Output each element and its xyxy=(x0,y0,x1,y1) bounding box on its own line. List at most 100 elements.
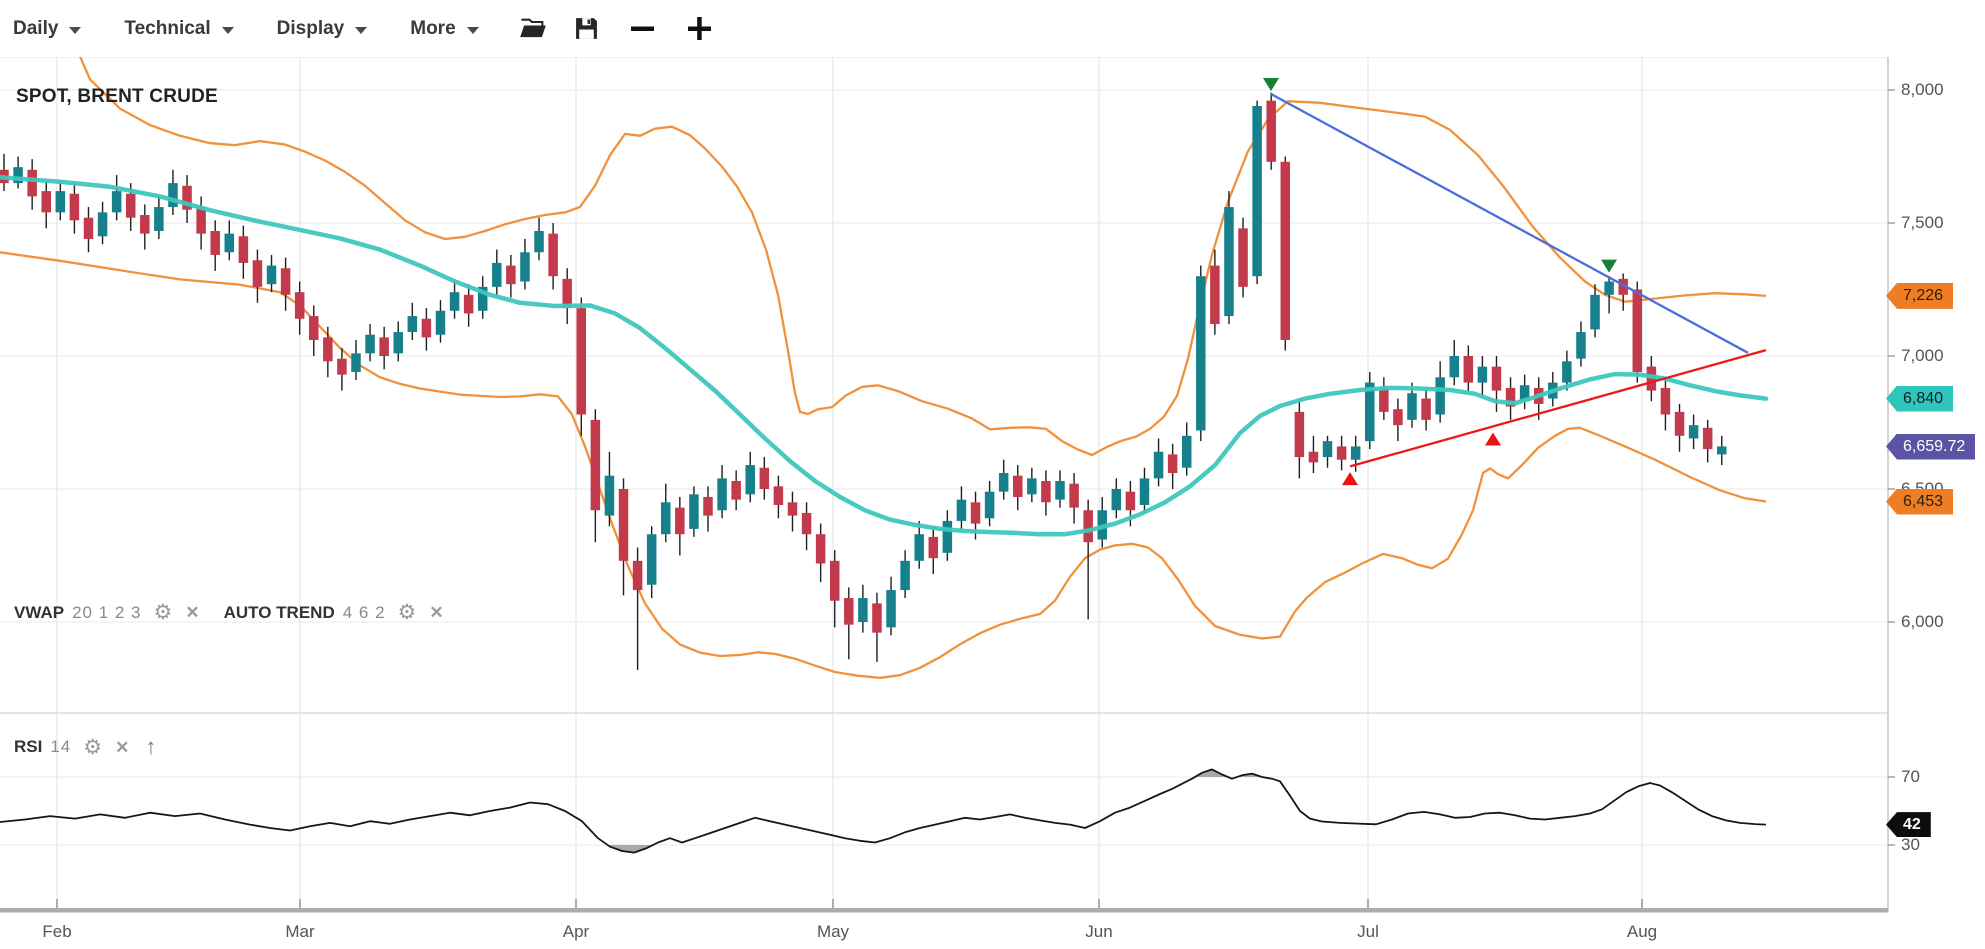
candle[interactable] xyxy=(492,249,502,295)
candle[interactable] xyxy=(365,324,375,362)
timeframe-dropdown[interactable]: Daily xyxy=(13,18,82,40)
zoom-out-icon[interactable] xyxy=(629,15,656,42)
auto-trend-settings-gear-icon[interactable]: ⚙ xyxy=(397,601,417,624)
candle[interactable] xyxy=(69,183,80,234)
candle[interactable] xyxy=(421,308,432,351)
candle[interactable] xyxy=(1604,276,1614,314)
candle[interactable] xyxy=(844,587,854,660)
candle[interactable] xyxy=(140,204,150,250)
candle[interactable] xyxy=(55,180,66,221)
candle[interactable] xyxy=(984,481,995,527)
candle[interactable] xyxy=(1365,371,1375,450)
candle[interactable] xyxy=(1590,284,1600,338)
candle[interactable] xyxy=(1477,356,1488,396)
candle[interactable] xyxy=(1055,470,1065,508)
candle[interactable] xyxy=(1153,438,1164,487)
candle[interactable] xyxy=(1013,465,1023,511)
candle[interactable] xyxy=(266,254,277,293)
candle[interactable] xyxy=(252,249,263,303)
candle[interactable] xyxy=(956,486,967,529)
save-icon[interactable] xyxy=(574,16,599,41)
candle[interactable] xyxy=(393,321,403,362)
candle[interactable] xyxy=(1576,321,1586,367)
candle[interactable] xyxy=(351,340,361,380)
candle[interactable] xyxy=(829,550,840,628)
candle[interactable] xyxy=(801,502,812,551)
candle[interactable] xyxy=(506,254,516,298)
candle[interactable] xyxy=(618,478,629,596)
candle[interactable] xyxy=(1632,281,1643,383)
candle[interactable] xyxy=(1210,249,1220,335)
candle[interactable] xyxy=(604,451,615,527)
candle[interactable] xyxy=(0,153,9,192)
candle[interactable] xyxy=(1660,377,1671,431)
rsi-settings-gear-icon[interactable]: ⚙ xyxy=(83,735,103,759)
candle[interactable] xyxy=(477,276,488,319)
candle[interactable] xyxy=(1181,422,1192,476)
candle[interactable] xyxy=(1308,435,1319,474)
candle[interactable] xyxy=(1379,377,1389,420)
candle[interactable] xyxy=(1196,265,1206,442)
candle[interactable] xyxy=(97,201,108,245)
candle[interactable] xyxy=(1224,191,1234,325)
candle[interactable] xyxy=(1252,100,1262,285)
candle[interactable] xyxy=(1069,473,1079,524)
candle[interactable] xyxy=(1266,92,1276,170)
candle[interactable] xyxy=(1618,273,1628,311)
candle[interactable] xyxy=(435,300,446,343)
candle[interactable] xyxy=(548,223,558,290)
candle[interactable] xyxy=(463,284,474,327)
candle[interactable] xyxy=(1674,403,1685,452)
candle[interactable] xyxy=(928,526,939,575)
candle[interactable] xyxy=(1083,499,1093,620)
candle[interactable] xyxy=(1435,361,1445,423)
candle[interactable] xyxy=(1238,217,1248,298)
more-dropdown[interactable]: More xyxy=(410,18,479,40)
candle[interactable] xyxy=(1027,467,1037,503)
candle[interactable] xyxy=(337,348,347,391)
candle[interactable] xyxy=(168,169,178,216)
candle[interactable] xyxy=(689,486,699,537)
auto-trend-remove-icon[interactable]: ✕ xyxy=(429,603,444,622)
candle[interactable] xyxy=(576,297,587,436)
candle[interactable] xyxy=(154,196,164,239)
candle[interactable] xyxy=(590,409,601,543)
candle[interactable] xyxy=(562,268,572,325)
candle[interactable] xyxy=(675,496,685,556)
candle[interactable] xyxy=(872,592,882,662)
candle[interactable] xyxy=(520,238,530,290)
candle[interactable] xyxy=(815,523,826,583)
candle[interactable] xyxy=(1111,478,1122,519)
candle[interactable] xyxy=(1717,435,1727,466)
candle[interactable] xyxy=(1393,398,1403,442)
candle[interactable] xyxy=(1702,419,1713,463)
candle[interactable] xyxy=(41,180,51,229)
zoom-in-icon[interactable] xyxy=(686,15,713,42)
candle[interactable] xyxy=(210,220,220,271)
rsi-remove-icon[interactable]: ✕ xyxy=(115,737,130,757)
candle[interactable] xyxy=(83,207,94,253)
candle[interactable] xyxy=(1688,414,1699,450)
candle[interactable] xyxy=(914,520,924,569)
candle[interactable] xyxy=(661,483,671,543)
candle[interactable] xyxy=(1322,435,1333,468)
candle[interactable] xyxy=(703,486,713,532)
candle[interactable] xyxy=(182,175,192,223)
candle[interactable] xyxy=(773,475,784,519)
candle[interactable] xyxy=(900,550,910,599)
display-dropdown[interactable]: Display xyxy=(277,18,368,40)
candle[interactable] xyxy=(1449,340,1459,386)
candle[interactable] xyxy=(1280,156,1291,351)
candle[interactable] xyxy=(534,217,544,261)
candle[interactable] xyxy=(632,547,643,670)
candle[interactable] xyxy=(942,510,953,561)
candle[interactable] xyxy=(224,220,235,261)
open-folder-icon[interactable] xyxy=(519,16,547,42)
candle[interactable] xyxy=(111,175,122,221)
candle[interactable] xyxy=(1421,387,1431,431)
candle[interactable] xyxy=(1463,345,1474,394)
candle[interactable] xyxy=(998,459,1009,500)
candle[interactable] xyxy=(745,451,755,503)
candle[interactable] xyxy=(717,465,727,519)
